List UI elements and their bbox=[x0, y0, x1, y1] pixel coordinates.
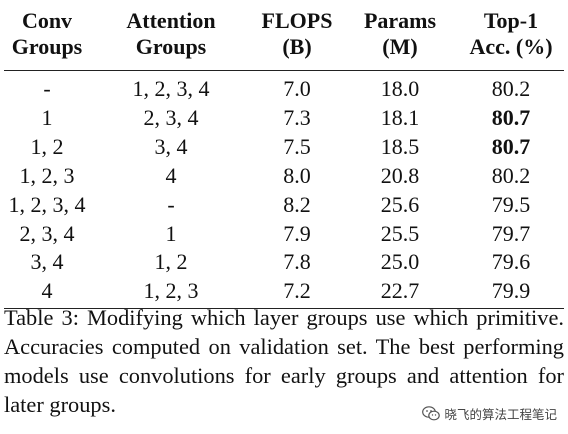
header-flops: FLOPS (B) bbox=[261, 8, 333, 59]
cell-top1-acc: 80.2 bbox=[491, 162, 531, 188]
cell-flops: 7.8 bbox=[283, 249, 311, 275]
cell-params: 20.8 bbox=[380, 162, 420, 188]
cell-top1-acc: 79.9 bbox=[491, 278, 531, 304]
header-top1-acc: Top-1 Acc. (%) bbox=[469, 8, 553, 59]
table-header: Conv Groups Attention Groups FLOPS (B) Para… bbox=[4, 4, 564, 71]
cell-flops: 7.5 bbox=[283, 133, 311, 159]
cell-top1-acc: 80.7 bbox=[491, 133, 531, 159]
watermark: 晓飞的算法工程笔记 bbox=[419, 403, 560, 424]
cell-params: 25.6 bbox=[380, 191, 420, 217]
cell-attention-groups: 1, 2, 3, 4 bbox=[132, 76, 210, 101]
cell-conv-groups: 1, 2, 3 bbox=[19, 162, 75, 188]
cell-flops: 8.0 bbox=[283, 162, 311, 188]
cell-conv-groups: 2, 3, 4 bbox=[19, 220, 75, 246]
table-row: 4 1, 2, 3 7.2 22.7 79.9 bbox=[4, 277, 564, 308]
cell-attention-groups: - bbox=[167, 191, 175, 217]
watermark-text: 晓飞的算法工程笔记 bbox=[444, 407, 557, 422]
cell-attention-groups: 3, 4 bbox=[154, 133, 188, 159]
cell-attention-groups: 1, 2 bbox=[154, 249, 188, 275]
table-row: 1, 2 3, 4 7.5 18.5 80.7 bbox=[4, 133, 564, 162]
cell-top1-acc: 80.2 bbox=[491, 76, 531, 101]
cell-conv-groups: 1 bbox=[41, 104, 53, 130]
header-attention-groups: Attention Groups bbox=[126, 8, 216, 59]
table-row: - 1, 2, 3, 4 7.0 18.0 80.2 bbox=[4, 71, 564, 104]
cell-params: 18.1 bbox=[380, 104, 420, 130]
table-body: -1, 2, 3, 4 7.0 18.0 80.2 1 2, 3, 4 7.3 18.1 80.… bbox=[4, 71, 564, 309]
cell-flops: 7.3 bbox=[283, 104, 311, 130]
cell-params: 25.0 bbox=[380, 249, 420, 275]
cell-top1-acc: 79.6 bbox=[491, 249, 531, 275]
cell-params: 22.7 bbox=[380, 278, 420, 304]
table-caption: Table 3: Modifying which layer groups us… bbox=[4, 305, 564, 417]
cell-flops: 7.9 bbox=[283, 220, 311, 246]
cell-conv-groups: - bbox=[43, 76, 51, 101]
table-row: 3, 4 1, 2 7.8 25.0 79.6 bbox=[4, 248, 564, 277]
cell-top1-acc: 80.7 bbox=[491, 104, 531, 130]
cell-conv-groups: 1, 2, 3, 4 bbox=[8, 191, 86, 217]
table-row: 2, 3, 4 1 7.9 25.5 79.7 bbox=[4, 220, 564, 249]
header-params: Params (M) bbox=[363, 8, 437, 59]
cell-attention-groups: 4 bbox=[165, 162, 177, 188]
table-row: 1, 2, 3, 4 - 8.2 25.6 79.5 bbox=[4, 191, 564, 220]
header-conv-groups: Conv Groups bbox=[11, 8, 83, 59]
cell-flops: 7.0 bbox=[283, 76, 311, 101]
cell-flops: 8.2 bbox=[283, 191, 311, 217]
cell-params: 18.5 bbox=[380, 133, 420, 159]
cell-conv-groups: 1, 2 bbox=[30, 133, 64, 159]
table-row: 1, 2, 3 4 8.0 20.8 80.2 bbox=[4, 162, 564, 191]
cell-top1-acc: 79.7 bbox=[491, 220, 531, 246]
cell-params: 18.0 bbox=[380, 76, 420, 101]
cell-top1-acc: 79.5 bbox=[491, 191, 531, 217]
cell-attention-groups: 1 bbox=[165, 220, 177, 246]
table-row: 1 2, 3, 4 7.3 18.1 80.7 bbox=[4, 104, 564, 133]
cell-params: 25.5 bbox=[380, 220, 420, 246]
results-table: Conv Groups Attention Groups FLOPS (B) Para… bbox=[4, 4, 564, 309]
wechat-icon bbox=[422, 406, 441, 421]
cell-flops: 7.2 bbox=[283, 278, 311, 304]
cell-attention-groups: 2, 3, 4 bbox=[143, 104, 199, 130]
cell-conv-groups: 4 bbox=[41, 278, 53, 304]
cell-attention-groups: 1, 2, 3 bbox=[143, 278, 199, 304]
cell-conv-groups: 3, 4 bbox=[30, 249, 64, 275]
